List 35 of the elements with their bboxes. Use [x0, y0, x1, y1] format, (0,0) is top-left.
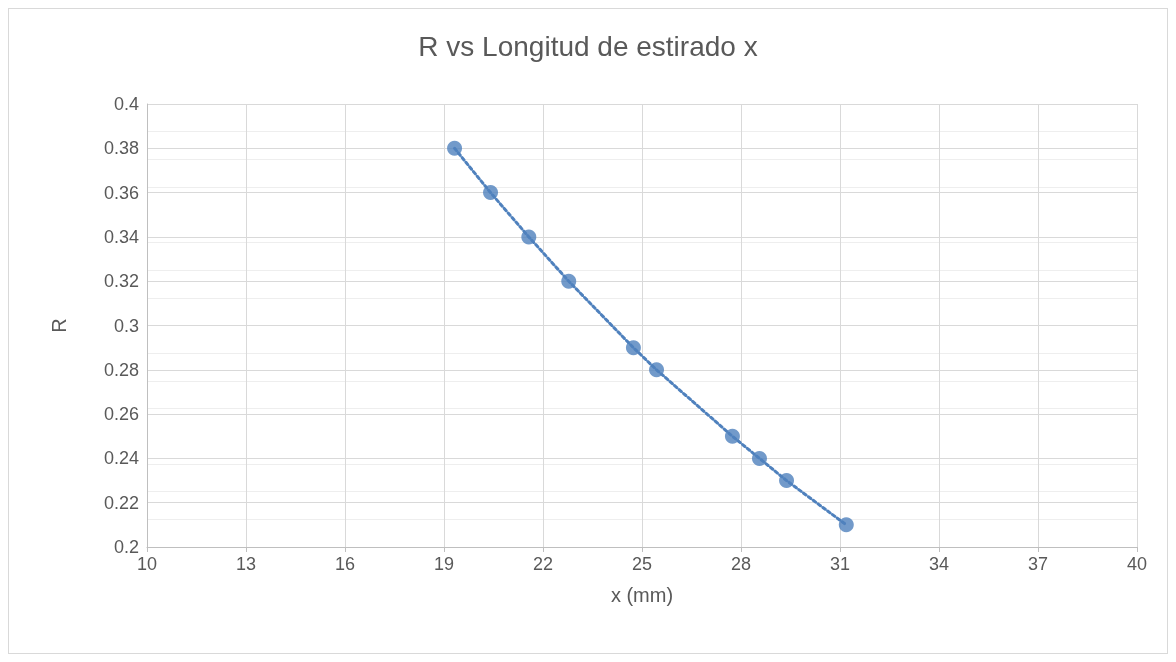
point [649, 362, 665, 378]
x-tick-label: 19 [433, 554, 455, 574]
point [724, 428, 740, 444]
x-tick-label: 25 [631, 554, 653, 574]
y-axis-title: R [48, 318, 70, 333]
point [838, 517, 854, 533]
y-tick-label: 0.32 [103, 271, 139, 292]
x-tick-label: 10 [136, 554, 158, 574]
y-tick-label: 0.3 [113, 315, 139, 336]
x-tick-label: 40 [1126, 554, 1148, 574]
y-tick-label: 0.24 [103, 448, 139, 469]
y-tick-label: 0.28 [103, 359, 139, 380]
chart-title: R vs Longitud de estirado x [418, 30, 758, 62]
point [483, 185, 499, 201]
x-tick-label: 31 [829, 554, 851, 574]
y-tick-label: 0.34 [103, 226, 139, 247]
x-tick-label: 34 [928, 554, 950, 574]
point [447, 140, 463, 156]
y-tick-label: 0.36 [103, 182, 139, 203]
point [561, 273, 577, 289]
x-tick-label: 16 [334, 554, 356, 574]
y-tick-label: 0.22 [103, 492, 139, 513]
point [521, 229, 537, 245]
point [779, 473, 795, 489]
point [752, 450, 767, 466]
x-tick-label: 37 [1027, 554, 1049, 574]
x-tick-label: 28 [730, 554, 752, 574]
y-tick-label: 0.2 [113, 537, 139, 557]
point [625, 340, 641, 356]
y-tick-label: 0.26 [103, 404, 139, 425]
x-axis-title: x (mm) [610, 584, 674, 606]
y-tick-label: 0.4 [113, 94, 139, 114]
x-tick-label: 13 [235, 554, 257, 574]
y-tick-label: 0.38 [103, 138, 139, 159]
x-tick-label: 22 [532, 554, 554, 574]
